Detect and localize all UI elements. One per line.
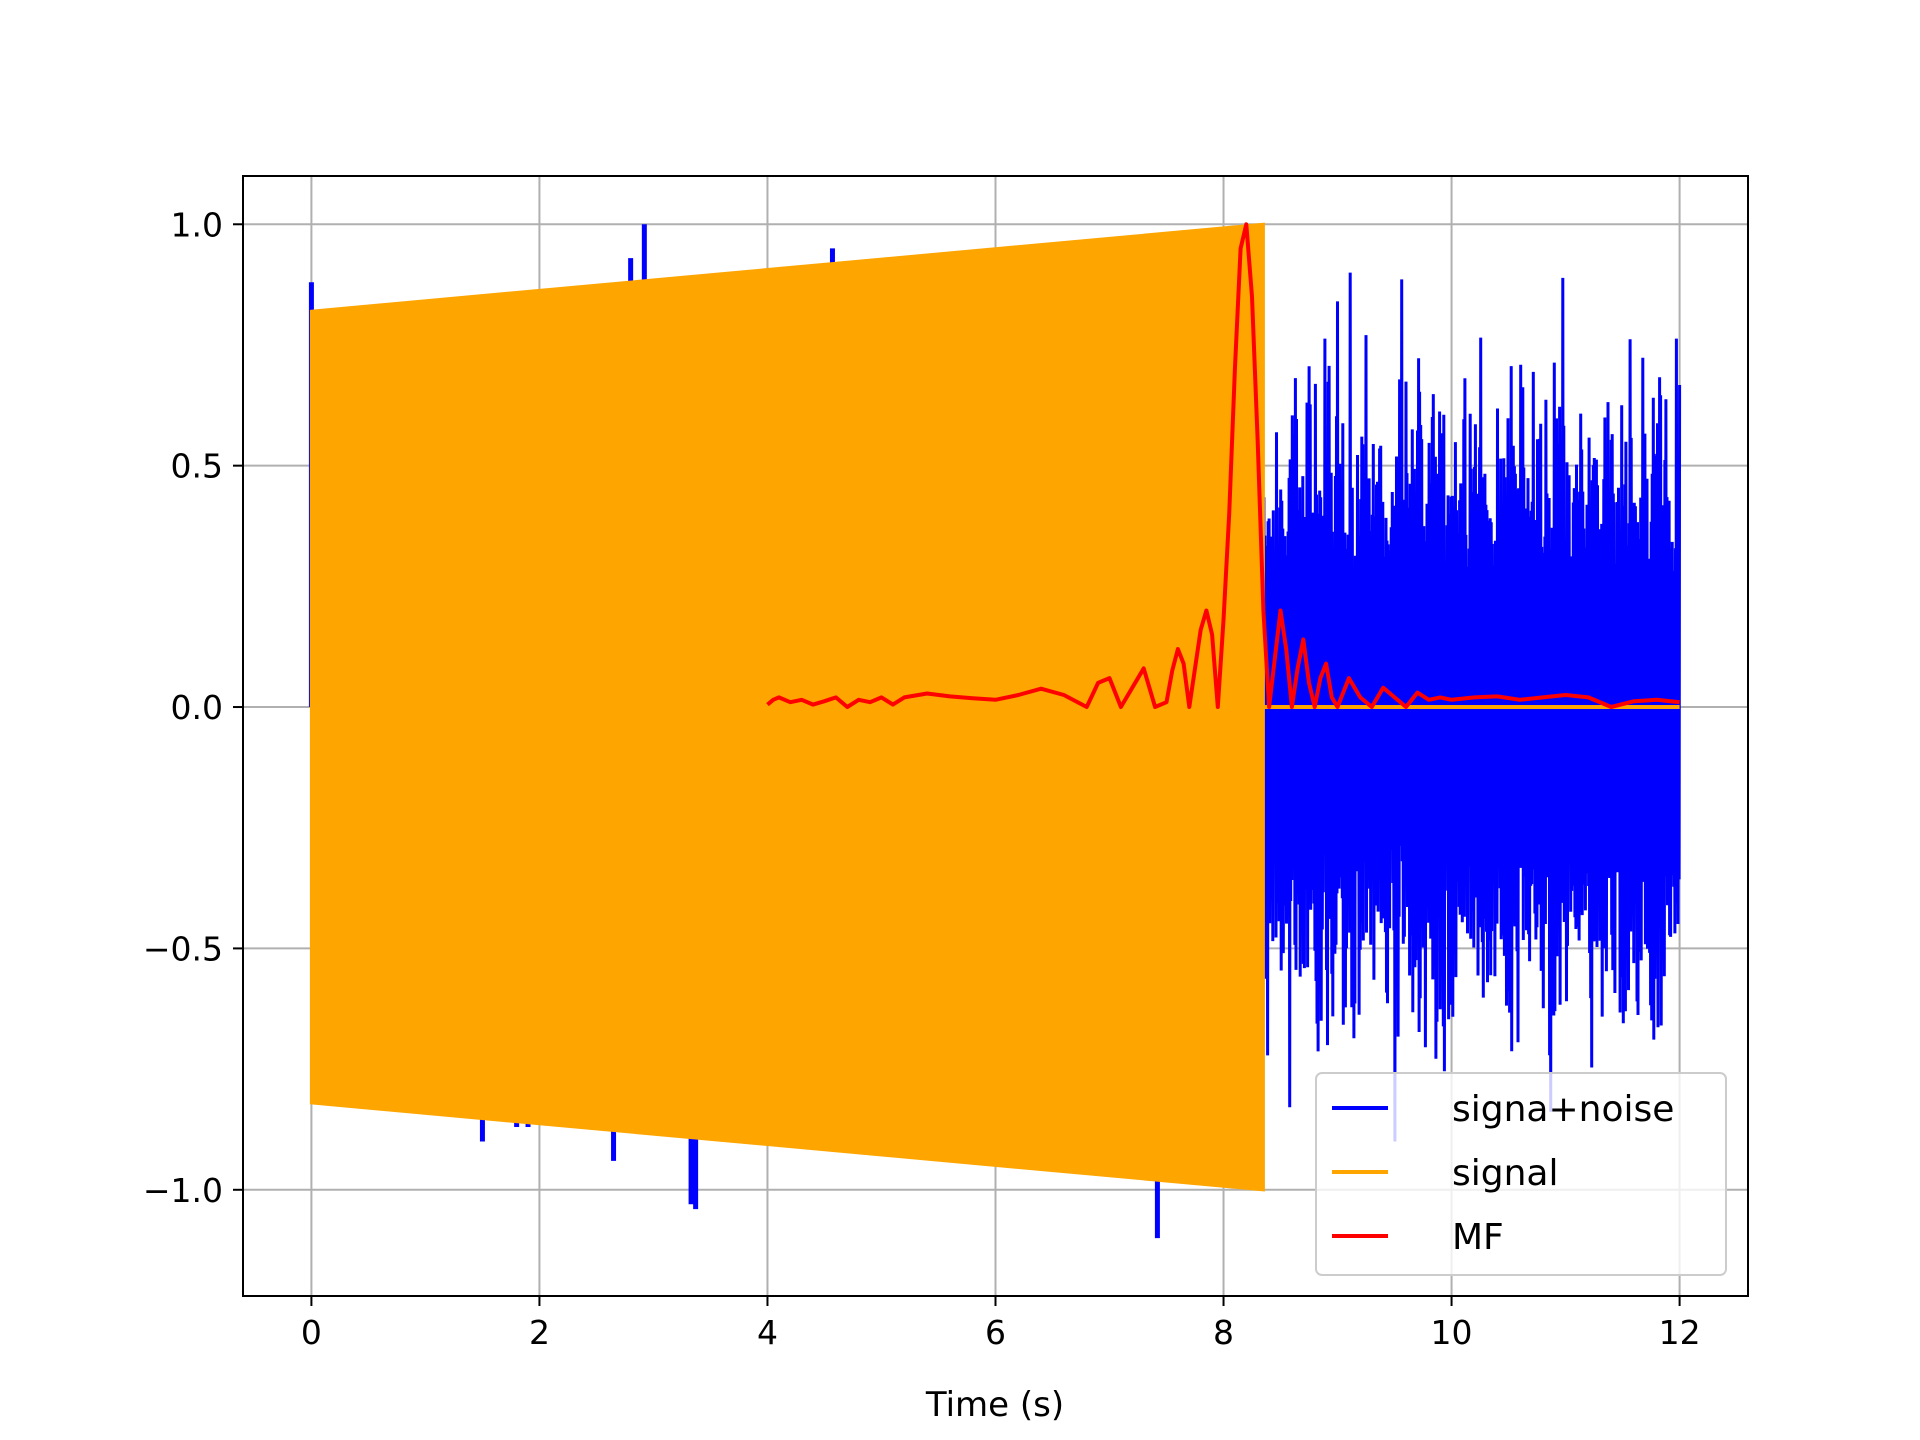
x-tick-label: 2 <box>529 1313 550 1352</box>
legend-label-signal: signal <box>1452 1153 1559 1194</box>
legend-label-signal-noise: signa+noise <box>1452 1089 1674 1130</box>
legend-label-mf: MF <box>1452 1217 1504 1258</box>
x-tick-label: 10 <box>1431 1313 1473 1352</box>
x-tick-label: 4 <box>757 1313 778 1352</box>
y-tick-label: −1.0 <box>143 1171 223 1210</box>
x-axis: 0 2 4 6 8 10 12 <box>301 1296 1701 1352</box>
y-tick-label: 0.0 <box>171 688 223 727</box>
x-tick-label: 6 <box>985 1313 1006 1352</box>
y-axis: −1.0 −0.5 0.0 0.5 1.0 <box>143 205 243 1210</box>
legend-box <box>1315 1072 1727 1276</box>
y-tick-label: 0.5 <box>171 447 223 486</box>
x-tick-label: 0 <box>301 1313 322 1352</box>
legend: signa+noise signal MF <box>1315 1072 1727 1276</box>
series-signal-noise-band <box>1263 707 1680 814</box>
x-tick-label: 8 <box>1213 1313 1234 1352</box>
series-mf-line <box>766 222 1680 709</box>
series-signal-envelope <box>309 222 1265 1192</box>
series-layer <box>308 222 1682 1239</box>
y-tick-label: −0.5 <box>143 929 223 968</box>
series-signal-noise-band <box>1263 600 1680 708</box>
y-tick-label: 1.0 <box>171 205 223 244</box>
x-tick-label: 12 <box>1659 1313 1701 1352</box>
x-axis-label: Time (s) <box>925 1385 1064 1425</box>
